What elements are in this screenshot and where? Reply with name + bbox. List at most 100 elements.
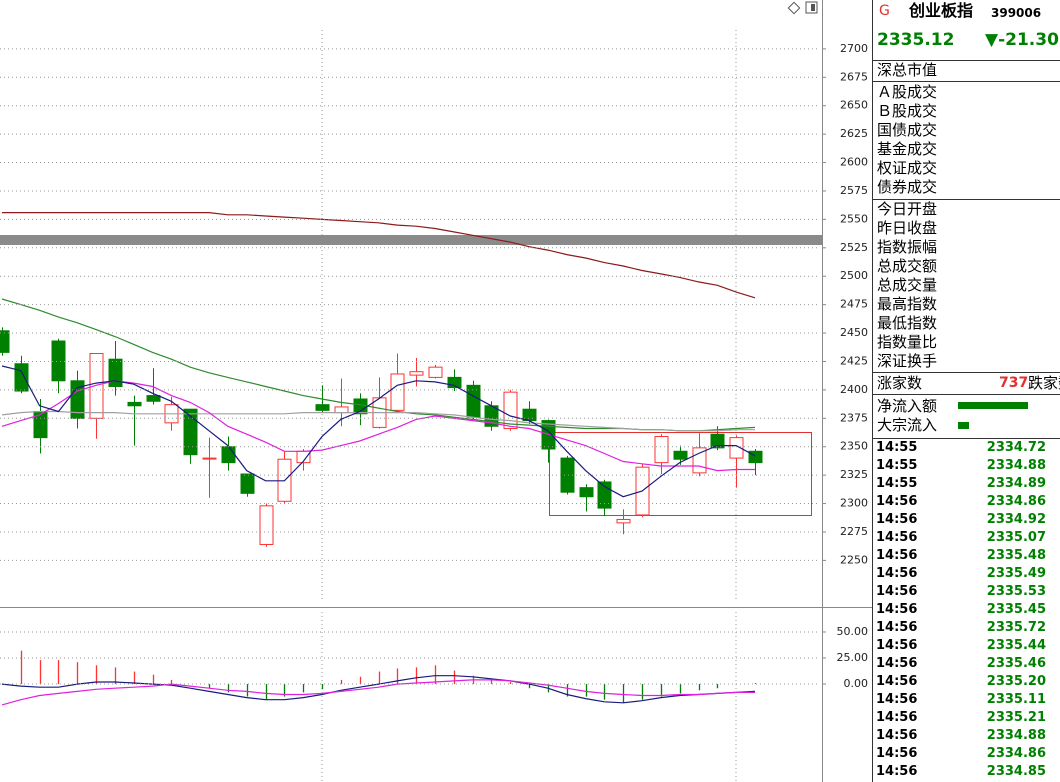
candle-body [579, 487, 594, 498]
tick-time: 14:56 [876, 674, 918, 689]
label: 最高指数 [877, 295, 938, 313]
y-tick-label: 2500 [840, 269, 868, 282]
tick-row: 14:56 2335.07 [873, 529, 1060, 547]
candle-body [127, 401, 142, 407]
tick-price: 2334.88 [986, 728, 1046, 743]
candle-body [0, 330, 10, 353]
candle-body [334, 406, 349, 414]
y-tick-label: 2625 [840, 127, 868, 140]
tick-price: 2335.20 [986, 674, 1046, 689]
candle-body [428, 366, 443, 378]
label: 债券成交 [877, 178, 938, 196]
label: 昨日收盘 [877, 219, 938, 237]
tick-row: 14:56 2334.92 [873, 511, 1060, 529]
y-tick-label: 2700 [840, 42, 868, 55]
candle-body [654, 435, 669, 464]
moving-average-line [1, 380, 755, 472]
tick-price: 2335.11 [986, 692, 1046, 707]
moving-average-line [1, 675, 756, 704]
tick-row: 14:56 2335.46 [873, 655, 1060, 673]
tick-row: 14:56 2334.85 [873, 763, 1060, 781]
y-tick-label: 25.00 [837, 651, 869, 664]
candle-body [409, 371, 424, 376]
tick-time: 14:56 [876, 764, 918, 779]
candle-body [240, 473, 255, 494]
tick-price: 2335.46 [986, 656, 1046, 671]
tick-price: 2335.45 [986, 602, 1046, 617]
tick-price: 2335.53 [986, 584, 1046, 599]
tick-time: 14:56 [876, 602, 918, 617]
tick-time: 14:56 [876, 638, 918, 653]
label: 最低指数 [877, 314, 938, 332]
y-tick-label: 2425 [840, 354, 868, 367]
tick-price: 2334.72 [986, 440, 1046, 455]
label: 深总市值 [877, 61, 938, 79]
tick-time: 14:56 [876, 584, 918, 599]
label: 净流入额 [877, 397, 938, 415]
axes: 2250 2275 2300 2325 2350 2375 2400 2425 2450 2475… [0, 42, 868, 690]
tick-row: 14:56 2335.20 [873, 673, 1060, 691]
y-tick-label: 2300 [840, 497, 868, 510]
tick-time: 14:56 [876, 566, 918, 581]
y-tick-label: 2650 [840, 99, 868, 112]
tick-row: 14:55 2334.89 [873, 475, 1060, 493]
candle-body [748, 450, 763, 464]
y-tick-label: 2275 [840, 525, 868, 538]
y-tick-label: 2350 [840, 440, 868, 453]
tick-time: 14:56 [876, 494, 918, 509]
icon-diamond[interactable] [787, 1, 801, 15]
tick-row: 14:56 2335.21 [873, 709, 1060, 727]
tick-price: 2335.49 [986, 566, 1046, 581]
tick-price: 2334.85 [986, 764, 1046, 779]
label: 今日开盘 [877, 200, 938, 218]
tick-time: 14:56 [876, 512, 918, 527]
moving-average-line [2, 212, 756, 299]
candle-body [447, 376, 462, 389]
drawn-rectangle [549, 432, 812, 516]
drawn-band [0, 235, 822, 245]
y-tick-label: 2325 [840, 468, 868, 481]
tick-price: 2335.44 [986, 638, 1046, 653]
flow-bar [958, 402, 1028, 409]
tick-time: 14:56 [876, 728, 918, 743]
candle-body [183, 408, 198, 456]
y-tick-label: 2675 [840, 70, 868, 83]
last-price: 2335.12 [877, 30, 955, 50]
candle-body [503, 391, 518, 430]
candle-body [616, 518, 631, 524]
tick-time: 14:55 [876, 440, 918, 455]
candle-body [146, 395, 161, 402]
candle-body [108, 358, 123, 387]
tick-row: 14:56 2334.86 [873, 745, 1060, 763]
candle-body [221, 446, 236, 464]
index-code: 399006 [991, 6, 1042, 20]
tick-time: 14:56 [876, 710, 918, 725]
y-tick-label: 2575 [840, 184, 868, 197]
tick-row: 14:56 2334.88 [873, 727, 1060, 745]
tick-price: 2335.21 [986, 710, 1046, 725]
candle-body [729, 437, 744, 459]
price-plot [0, 212, 763, 547]
y-tick-label: 2550 [840, 212, 868, 225]
y-tick-label: 2475 [840, 298, 868, 311]
candle-body [522, 408, 537, 422]
icon-window-bar [811, 4, 815, 11]
tick-time: 14:55 [876, 476, 918, 491]
tick-price: 2335.07 [986, 530, 1046, 545]
price-change: ▼-21.30 [985, 30, 1059, 50]
y-tick-label: 2375 [840, 411, 868, 424]
chart: 2250 2275 2300 2325 2350 2375 2400 2425 2450 2475… [0, 0, 872, 782]
label: 总成交额 [877, 257, 938, 275]
tick-time: 14:56 [876, 620, 918, 635]
tick-time: 14:56 [876, 692, 918, 707]
tick-price: 2334.86 [986, 746, 1046, 761]
tick-row: 14:56 2335.45 [873, 601, 1060, 619]
tick-row: 14:56 2335.53 [873, 583, 1060, 601]
tick-row: 14:56 2335.44 [873, 637, 1060, 655]
moving-average-line [1, 365, 756, 498]
tick-price: 2335.72 [986, 620, 1046, 635]
y-tick-label: 50.00 [837, 625, 869, 638]
label: 指数振幅 [877, 238, 938, 256]
candle-body [673, 450, 688, 460]
